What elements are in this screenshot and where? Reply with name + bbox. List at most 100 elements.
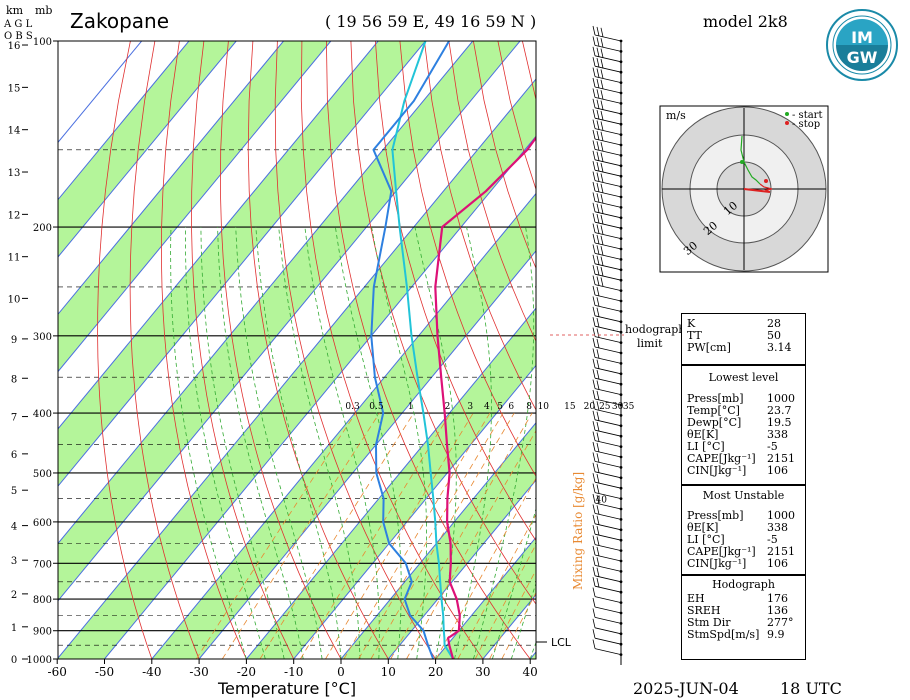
wind-barb-flag xyxy=(592,109,596,119)
wind-level-dot xyxy=(619,216,623,220)
isotherm-line xyxy=(246,307,536,659)
x-axis-label: Temperature [°C] xyxy=(217,679,356,698)
moist-adiabat xyxy=(170,226,247,659)
wind-barb-flag xyxy=(596,162,600,172)
wind-barb-flag xyxy=(592,452,596,462)
wind-barb-flag xyxy=(596,338,600,348)
wind-barb xyxy=(594,107,622,115)
isotherm-line xyxy=(340,421,536,659)
wind-barb xyxy=(594,97,622,104)
hodograph: m/s - start - stop 10 20 30 xyxy=(659,105,829,273)
wind-barb-flag xyxy=(592,233,596,244)
wind-barb-flag xyxy=(596,411,600,421)
wind-barb-flag xyxy=(596,224,600,234)
wind-barb-flag xyxy=(592,566,596,576)
wind-barb xyxy=(594,471,622,479)
wind-barb-flag xyxy=(596,505,600,515)
mixing-ratio-tick-label: 15 xyxy=(564,402,576,412)
wind-barb-flag xyxy=(596,578,600,588)
wind-barb-flag xyxy=(596,37,600,47)
skewt-plot-area xyxy=(58,41,536,659)
isotherm-line xyxy=(387,479,536,659)
wind-barb-flag xyxy=(600,79,604,89)
info-key: SREH xyxy=(687,604,721,617)
wind-barb-flag xyxy=(592,473,596,483)
info-row: CIN[Jkg⁻¹] 106 xyxy=(682,558,805,570)
isotherm-line xyxy=(58,41,426,487)
isotherm-line xyxy=(58,41,332,373)
mixing-ratio-line xyxy=(390,412,533,659)
mixing-ratio-line xyxy=(474,543,536,659)
mixing-ratio-line xyxy=(300,412,451,659)
wind-barb xyxy=(594,377,622,385)
info-value: 338 xyxy=(767,521,788,534)
wind-barb-flag xyxy=(592,25,596,36)
wind-barb-flag xyxy=(592,421,596,431)
info-key: CAPE[Jkg⁻¹] xyxy=(687,452,756,465)
wind-barb-flag xyxy=(592,369,596,379)
wind-barb xyxy=(594,159,622,167)
wind-barb-flag xyxy=(592,639,596,649)
mixing-ratio-tick-label: 8 xyxy=(526,402,532,412)
wind-barb-flag xyxy=(592,358,596,368)
dry-adiabat xyxy=(375,41,536,542)
info-row: PW[cm] 3.14 xyxy=(682,342,805,354)
wind-barb xyxy=(594,65,622,73)
moist-adiabat xyxy=(278,226,361,659)
wind-barb-flag xyxy=(592,77,596,88)
mixing-ratio-tick-label: 25 xyxy=(599,402,611,412)
wind-barb-flag xyxy=(592,597,596,608)
wind-barb-flag xyxy=(596,266,600,276)
pressure-tick-label: 300 xyxy=(33,332,52,343)
wind-barb-flag xyxy=(596,234,600,244)
height-tick-label: 15 xyxy=(8,83,21,94)
wind-barb-flag xyxy=(596,567,600,577)
dry-adiabat xyxy=(424,41,536,411)
info-row: LI [°C] -5 xyxy=(682,534,805,546)
info-value: 338 xyxy=(767,428,788,441)
wind-barb-flag xyxy=(592,608,596,618)
isotherm-line xyxy=(104,135,536,659)
wind-barb-flag xyxy=(596,120,600,130)
wind-barb-flag xyxy=(592,514,596,524)
info-row: Press[mb] 1000 xyxy=(682,393,805,405)
station-coords: ( 19 56 59 E, 49 16 59 N ) xyxy=(325,12,536,31)
wind-barb-flag xyxy=(592,348,596,358)
wind-barb-flag xyxy=(592,171,596,181)
wind-barb xyxy=(594,221,622,229)
wind-barb-flag xyxy=(596,99,600,109)
pressure-tick-label: 100 xyxy=(33,37,52,48)
info-value: -5 xyxy=(767,533,778,546)
height-tick-label: 8 xyxy=(11,374,17,385)
moist-adiabat xyxy=(473,226,535,659)
wind-barb-flag xyxy=(596,328,600,338)
height-tick-label: 4 xyxy=(11,522,17,533)
wind-barb xyxy=(594,232,622,239)
wind-barb-flag xyxy=(596,214,600,224)
mixing-ratio-tick-label: 4 xyxy=(484,402,490,412)
mixing-ratio-line xyxy=(221,412,380,659)
wind-barb xyxy=(594,502,622,510)
mixing-ratio-tick-label: 35 xyxy=(623,402,635,412)
moist-adiabat xyxy=(335,226,402,659)
km-label: km xyxy=(6,4,24,17)
wind-barb-flag xyxy=(592,57,596,67)
mixing-ratio-line xyxy=(358,412,504,659)
info-row: SREH 136 xyxy=(682,605,805,617)
moist-adiabat xyxy=(414,226,457,659)
wind-barb-flag xyxy=(596,203,600,213)
info-key: StmSpd[m/s] xyxy=(687,628,760,641)
sounding-time: 18 UTC xyxy=(780,679,842,698)
moist-adiabat xyxy=(371,226,428,659)
mixing-ratio-lines xyxy=(195,412,536,659)
wind-barb-flag xyxy=(592,67,596,77)
wind-barb-flag xyxy=(592,618,596,628)
dry-adiabat xyxy=(274,41,437,659)
info-row: Stm Dir 277° xyxy=(682,617,805,629)
wind-barb-flag xyxy=(600,266,604,277)
wind-barb-flag xyxy=(592,389,596,400)
wind-barb-flag xyxy=(596,557,600,567)
wind-barb-flag xyxy=(600,58,604,69)
wind-barb-flag xyxy=(596,193,600,203)
